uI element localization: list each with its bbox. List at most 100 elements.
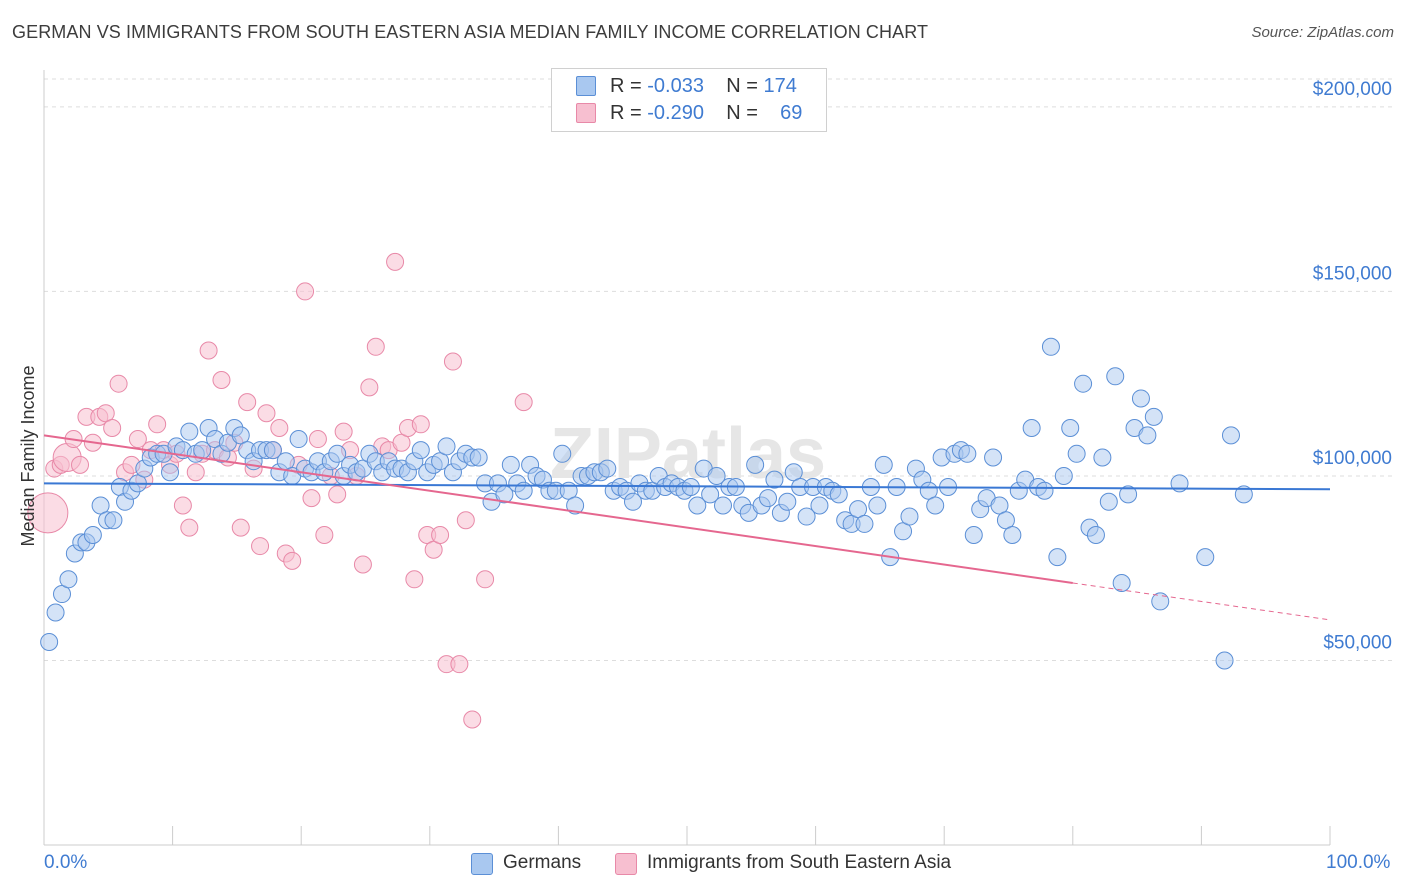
sea-point xyxy=(148,415,167,434)
german-point xyxy=(797,507,816,526)
german-point xyxy=(900,507,919,526)
legend-r-value: -0.290 xyxy=(647,101,704,124)
sea-point xyxy=(128,430,147,449)
grid-lines xyxy=(44,78,1394,661)
german-point xyxy=(958,444,977,463)
sea-point xyxy=(431,526,450,544)
sea-point xyxy=(476,570,495,589)
legend-n-label: N = xyxy=(726,74,764,97)
german-point xyxy=(1022,418,1041,437)
sea-point xyxy=(186,463,205,482)
german-point xyxy=(1196,548,1215,567)
legend-n-value: 174 xyxy=(763,74,797,97)
german-point xyxy=(688,496,707,515)
x-axis-left-label: 0.0% xyxy=(44,852,88,873)
german-point xyxy=(566,496,585,515)
sea-points xyxy=(27,252,533,729)
sea-swatch xyxy=(576,103,596,123)
german-point xyxy=(59,570,78,589)
german-point xyxy=(1041,337,1060,356)
legend-box: R = -0.033 N = 174 R = -0.290 N = 69 xyxy=(551,68,827,132)
x-axis-right-label: 100.0% xyxy=(1326,852,1391,873)
sea-point xyxy=(103,418,122,437)
german-point xyxy=(874,455,893,474)
sea-point xyxy=(238,393,257,412)
german-point xyxy=(1074,374,1093,393)
sea-point xyxy=(27,492,69,534)
germans-trend-line xyxy=(43,482,1331,491)
german-point xyxy=(161,463,180,482)
german-point xyxy=(1144,407,1163,426)
german-point xyxy=(40,633,59,652)
german-point xyxy=(83,526,102,544)
sea-swatch xyxy=(615,853,637,875)
sea-point xyxy=(456,511,475,530)
german-point xyxy=(46,603,65,622)
german-point xyxy=(984,448,1003,467)
german-point xyxy=(1099,492,1118,511)
legend-n-value: 69 xyxy=(780,101,803,124)
german-point xyxy=(829,485,848,504)
y-tick-label: $150,000 xyxy=(1313,263,1392,284)
sea-point xyxy=(386,252,405,271)
y-axis-label: Median Family Income xyxy=(18,365,38,546)
german-point xyxy=(810,496,829,515)
legend-r-value: -0.033 xyxy=(647,74,704,97)
sea-trend-line-extension xyxy=(1072,582,1331,621)
german-point xyxy=(855,514,874,533)
bottom-legend-sea-label: Immigrants from South Eastern Asia xyxy=(647,852,952,873)
german-point xyxy=(759,489,778,508)
german-point xyxy=(328,444,347,463)
y-tick-label: $200,000 xyxy=(1313,79,1392,100)
sea-point xyxy=(360,378,379,397)
legend-n-label: N = xyxy=(726,101,764,124)
german-point xyxy=(1151,592,1170,611)
german-point xyxy=(501,455,520,474)
german-point xyxy=(1048,548,1067,567)
german-point xyxy=(469,448,488,467)
german-point xyxy=(180,422,199,441)
sea-point xyxy=(251,537,270,556)
german-point xyxy=(765,470,784,489)
german-point xyxy=(263,441,282,460)
source-credit: Source: ZipAtlas.com xyxy=(1251,24,1394,41)
german-point xyxy=(1054,466,1073,485)
sea-point xyxy=(308,430,327,449)
trend-lines xyxy=(43,434,1331,621)
german-point xyxy=(1131,389,1150,408)
german-point xyxy=(1138,426,1157,445)
y-tick-label: $100,000 xyxy=(1313,448,1392,469)
german-point xyxy=(926,496,945,515)
bottom-legend-germans-label: Germans xyxy=(503,852,582,873)
sea-trend-line xyxy=(43,434,1073,584)
sea-point xyxy=(353,555,372,574)
german-point xyxy=(598,459,617,478)
german-point xyxy=(964,526,983,544)
chart-title: GERMAN VS IMMIGRANTS FROM SOUTH EASTERN … xyxy=(12,22,929,42)
german-point xyxy=(553,444,572,463)
sea-point xyxy=(180,518,199,537)
sea-point xyxy=(283,551,302,570)
sea-point xyxy=(173,496,192,515)
sea-point xyxy=(328,485,347,504)
german-point xyxy=(1067,444,1086,463)
german-point xyxy=(746,455,765,474)
sea-point xyxy=(212,371,231,389)
german-point xyxy=(1106,367,1125,386)
german-point xyxy=(104,511,123,530)
sea-point xyxy=(302,489,321,508)
sea-point xyxy=(270,418,289,437)
german-point xyxy=(1221,426,1240,445)
sea-point xyxy=(514,393,533,412)
german-point xyxy=(1035,481,1054,500)
sea-point xyxy=(411,415,430,434)
german-point xyxy=(623,492,642,511)
germans-swatch xyxy=(576,76,596,96)
legend-r-label: R = xyxy=(610,101,648,124)
axes xyxy=(43,70,1331,846)
german-point xyxy=(1112,573,1131,592)
sea-point xyxy=(405,570,424,589)
sea-point xyxy=(443,352,462,371)
germans-swatch xyxy=(471,853,493,875)
